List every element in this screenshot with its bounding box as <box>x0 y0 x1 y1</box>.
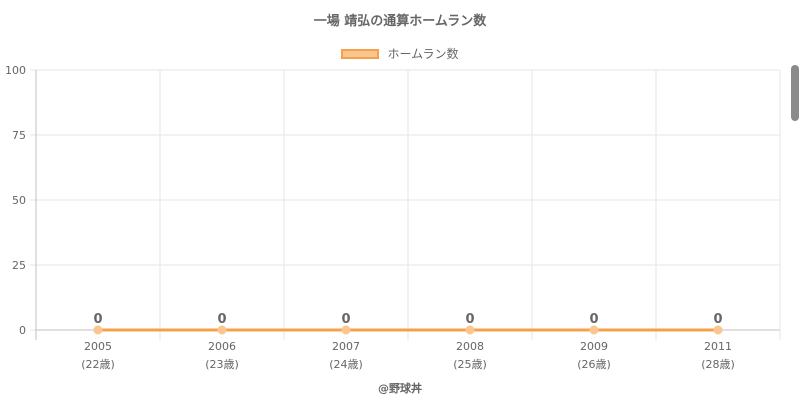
x-tick-sublabel: (23歳) <box>205 358 239 371</box>
data-label: 0 <box>713 312 722 327</box>
data-label: 0 <box>589 312 598 327</box>
data-label: 0 <box>93 312 102 327</box>
data-point <box>589 325 599 335</box>
legend-swatch <box>341 48 380 59</box>
chart-legend[interactable]: ホームラン数 <box>0 45 800 62</box>
data-point <box>93 325 103 335</box>
x-tick-label: 2008 <box>456 340 484 353</box>
data-label: 0 <box>217 312 226 327</box>
data-point <box>465 325 475 335</box>
x-tick-sublabel: (25歳) <box>453 358 487 371</box>
x-tick-label: 2009 <box>580 340 608 353</box>
y-tick-label: 0 <box>19 324 26 337</box>
data-label: 0 <box>465 312 474 327</box>
data-label: 0 <box>341 312 350 327</box>
credit-footer: @野球丼 <box>378 382 422 395</box>
y-tick-label: 25 <box>12 259 26 272</box>
x-tick-sublabel: (28歳) <box>701 358 735 371</box>
scrollbar-thumb[interactable] <box>791 65 799 121</box>
y-tick-label: 100 <box>5 64 26 77</box>
legend-label: ホームラン数 <box>387 47 459 61</box>
x-tick-label: 2006 <box>208 340 236 353</box>
x-tick-label: 2005 <box>84 340 112 353</box>
x-tick-sublabel: (22歳) <box>81 358 115 371</box>
x-tick-sublabel: (24歳) <box>329 358 363 371</box>
y-tick-label: 50 <box>12 194 26 207</box>
y-tick-label: 75 <box>12 129 26 142</box>
x-tick-label: 2007 <box>332 340 360 353</box>
x-tick-sublabel: (26歳) <box>577 358 611 371</box>
data-point <box>341 325 351 335</box>
x-tick-label: 2011 <box>704 340 732 353</box>
chart-title: 一場 靖弘の通算ホームラン数 <box>313 14 487 29</box>
data-point <box>713 325 723 335</box>
data-point <box>217 325 227 335</box>
